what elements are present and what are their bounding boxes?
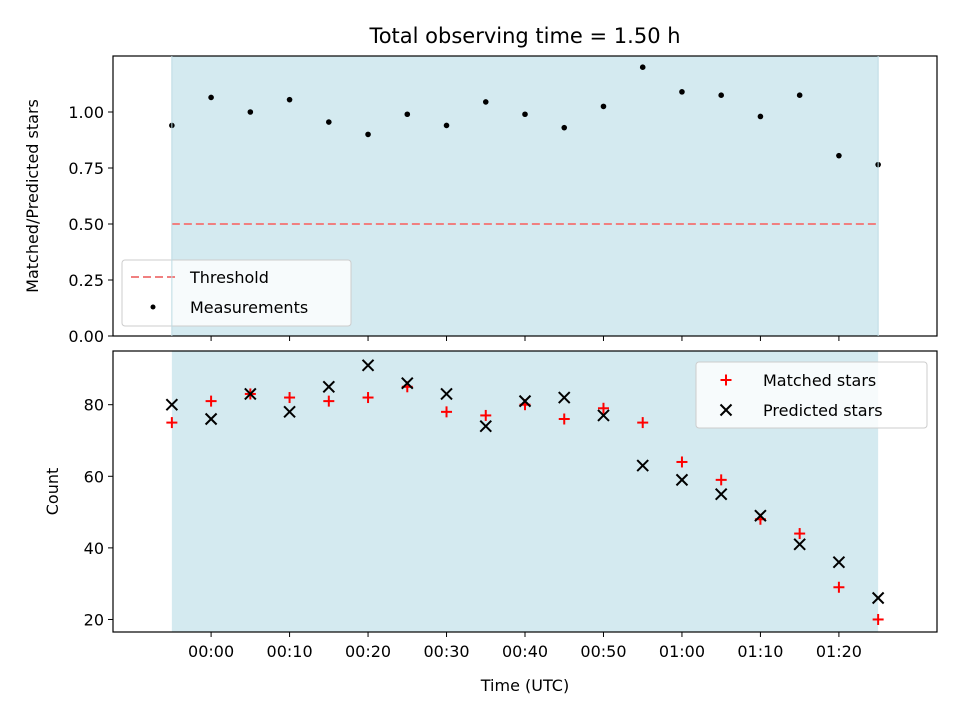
matched-star-point <box>715 474 727 486</box>
bottom-legend: Matched stars Predicted stars <box>695 361 928 429</box>
measurement-point <box>208 94 214 101</box>
matched-star-point <box>441 406 453 418</box>
measurement-point <box>796 92 803 98</box>
chart-title: Total observing time = 1.50 h <box>368 24 680 48</box>
predicted-star-point <box>714 487 728 501</box>
bottom-y-axis-label: Count <box>43 468 62 516</box>
predicted-star-point <box>793 538 806 551</box>
predicted-star-point <box>832 555 846 569</box>
top-legend-box <box>121 259 352 327</box>
matched-star-point <box>362 392 374 404</box>
x-tick-label: 01:00 <box>659 642 705 661</box>
measurement-point <box>561 124 568 131</box>
legend-predicted-label: Predicted stars <box>763 401 883 420</box>
measurement-point <box>247 109 254 115</box>
y-tick-label: 0.25 <box>68 271 104 290</box>
predicted-star-point <box>479 419 492 433</box>
predicted-star-point <box>204 412 218 426</box>
y-tick-label: 0.00 <box>68 327 104 346</box>
predicted-star-point <box>597 409 610 422</box>
y-tick-label: 20 <box>84 610 104 629</box>
predicted-star-point <box>244 387 257 401</box>
bottom-x-ticks: 00:00 00:10 00:20 00:30 00:40 00:50 01:00 01:10… <box>188 632 862 661</box>
legend-plus-marker <box>720 374 732 386</box>
matched-star-point <box>284 392 296 404</box>
y-tick-label: 40 <box>84 539 104 558</box>
matched-star-point <box>676 456 688 468</box>
predicted-star-point <box>401 377 414 390</box>
measurement-point <box>757 113 764 120</box>
predicted-star-point <box>322 380 336 394</box>
matched-star-point <box>833 581 845 593</box>
x-tick-label: 00:40 <box>502 642 548 661</box>
matched-star-point <box>480 409 492 421</box>
legend-measurements-swatch <box>150 304 156 310</box>
matched-star-point <box>597 402 609 414</box>
bottom-y-ticks: 20 40 60 80 <box>84 396 113 629</box>
measurement-point <box>326 119 332 125</box>
x-tick-label: 00:50 <box>580 642 626 661</box>
predicted-star-point <box>283 405 296 419</box>
predicted-stars-points <box>165 359 885 605</box>
measurement-point <box>522 111 528 118</box>
measurement-point <box>600 103 607 110</box>
x-tick-label: 00:30 <box>423 642 469 661</box>
predicted-star-point <box>754 509 767 522</box>
y-tick-label: 60 <box>84 467 104 486</box>
measurement-point <box>718 92 724 98</box>
measurement-points <box>169 64 881 168</box>
legend-predicted-swatch <box>719 403 733 417</box>
measurement-point <box>836 152 842 159</box>
measurement-point <box>286 96 293 103</box>
y-tick-label: 80 <box>84 396 104 415</box>
measurement-point <box>482 99 489 105</box>
measurement-point <box>365 131 371 138</box>
legend-matched-swatch <box>720 374 732 386</box>
predicted-star-point <box>675 473 689 487</box>
matched-star-point <box>558 413 570 425</box>
x-tick-label: 00:00 <box>188 642 234 661</box>
measurement-point <box>404 111 411 118</box>
top-panel: 0.00 0.25 0.50 0.75 1.00 Matched/Predicted s… <box>23 55 938 346</box>
top-legend: Threshold Measurements <box>121 259 352 327</box>
x-tick-label: 00:20 <box>345 642 391 661</box>
bottom-legend-box <box>695 361 928 429</box>
matched-star-point <box>637 417 649 429</box>
y-tick-label: 0.75 <box>68 159 104 178</box>
top-x-ticks <box>210 336 840 341</box>
predicted-star-point <box>165 398 179 411</box>
predicted-star-point <box>440 387 453 401</box>
measurement-point <box>639 64 646 70</box>
x-tick-label: 00:10 <box>267 642 313 661</box>
legend-measurements-label: Measurements <box>190 298 308 317</box>
y-tick-label: 1.00 <box>68 103 104 122</box>
predicted-star-point <box>361 359 375 372</box>
legend-cross-marker <box>719 403 733 417</box>
matched-star-point <box>166 417 178 429</box>
top-y-axis-label: Matched/Predicted stars <box>23 99 42 293</box>
matched-star-point <box>794 528 806 540</box>
measurement-point <box>443 122 450 129</box>
y-tick-label: 0.50 <box>68 215 104 234</box>
top-y-ticks: 0.00 0.25 0.50 0.75 1.00 <box>68 103 113 346</box>
predicted-star-point <box>558 391 571 404</box>
legend-threshold-label: Threshold <box>189 268 269 287</box>
matched-star-point <box>323 395 335 407</box>
legend-matched-label: Matched stars <box>763 371 876 390</box>
bottom-x-axis-label: Time (UTC) <box>480 676 569 695</box>
predicted-star-point <box>518 394 532 408</box>
matched-star-point <box>872 613 884 625</box>
x-tick-label: 01:20 <box>816 642 862 661</box>
x-tick-label: 01:10 <box>737 642 783 661</box>
measurement-point <box>679 89 685 95</box>
predicted-star-point <box>636 459 649 472</box>
matched-stars-points <box>166 381 884 625</box>
predicted-star-point <box>871 591 885 605</box>
matched-star-point <box>205 395 217 407</box>
